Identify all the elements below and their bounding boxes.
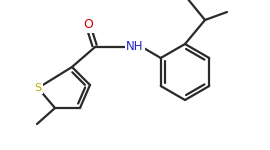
Text: S: S	[35, 83, 42, 93]
Text: O: O	[83, 18, 93, 32]
Text: NH: NH	[126, 40, 144, 54]
